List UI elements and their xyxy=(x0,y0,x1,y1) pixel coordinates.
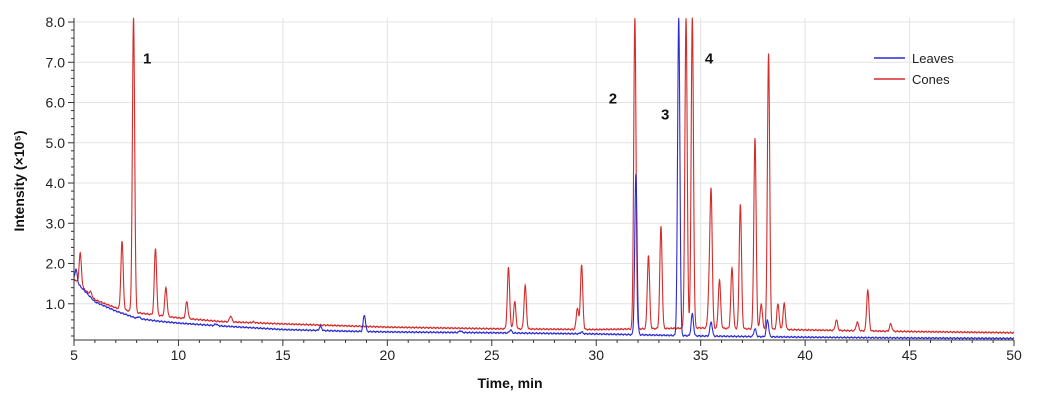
legend: Leaves Cones xyxy=(874,51,954,87)
x-tick-label: 10 xyxy=(171,347,187,363)
series-layer xyxy=(74,17,1014,340)
y-tick-label: 8.0 xyxy=(46,14,66,30)
x-tick-label: 35 xyxy=(693,347,709,363)
tick-labels: 5 10 15 20 25 30 35 40 45 50 1.0 2.0 3.0 4.0 5.0 6.0 7.0… xyxy=(46,14,1022,363)
y-tick-label: 1.0 xyxy=(46,296,66,312)
x-tick-label: 25 xyxy=(484,347,500,363)
peak-label-3: 3 xyxy=(661,107,669,124)
y-tick-label: 6.0 xyxy=(46,95,66,111)
y-tick-label: 7.0 xyxy=(46,54,66,70)
x-tick-label: 5 xyxy=(70,347,78,363)
y-tick-label: 4.0 xyxy=(46,175,66,191)
y-axis-title: Intensity (×10⁵) xyxy=(11,130,27,231)
x-tick-label: 50 xyxy=(1006,347,1022,363)
peak-annotations: 1 2 3 4 xyxy=(143,50,714,123)
x-tick-label: 40 xyxy=(797,347,813,363)
y-tick-label: 2.0 xyxy=(46,256,66,272)
x-axis-title: Time, min xyxy=(477,375,542,391)
axes xyxy=(68,18,1015,346)
x-tick-label: 45 xyxy=(902,347,918,363)
x-tick-label: 30 xyxy=(588,347,604,363)
plot-area xyxy=(74,18,1014,340)
gridlines xyxy=(73,18,1015,340)
series-line-leaves xyxy=(74,17,1014,340)
legend-label-leaves: Leaves xyxy=(912,51,954,66)
series-line-cones xyxy=(74,17,1014,335)
y-tick-label: 3.0 xyxy=(46,215,66,231)
peak-label-4: 4 xyxy=(705,50,714,67)
peak-label-2: 2 xyxy=(609,91,617,108)
x-tick-label: 15 xyxy=(275,347,291,363)
y-tick-label: 5.0 xyxy=(46,135,66,151)
legend-label-cones: Cones xyxy=(912,72,950,87)
x-tick-label: 20 xyxy=(380,347,396,363)
peak-label-1: 1 xyxy=(143,50,151,67)
